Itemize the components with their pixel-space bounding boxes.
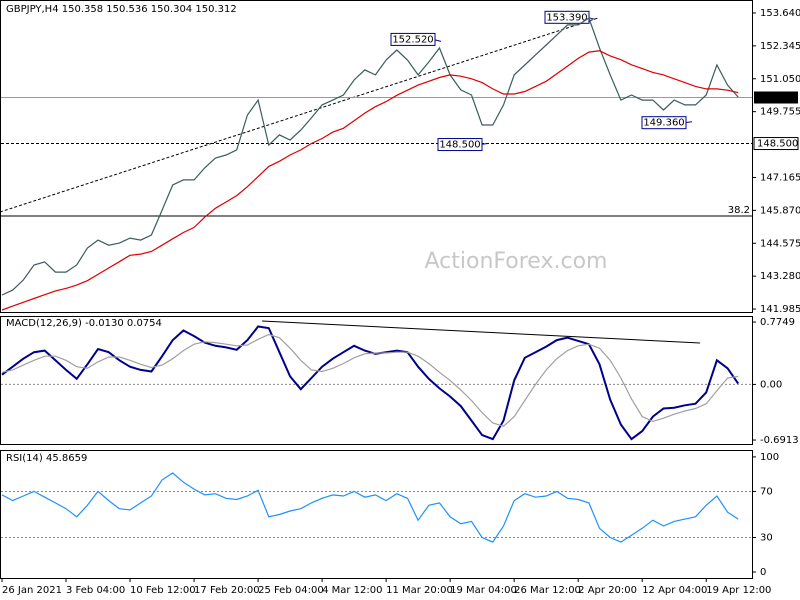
x-tick-label: 19 Apr 12:00 <box>706 585 771 596</box>
series-line <box>1 50 739 311</box>
series-line <box>1 325 740 441</box>
y-tick-label: 141.985 <box>760 304 800 315</box>
y-tick-label: 70 <box>760 486 773 497</box>
level-box <box>753 137 799 151</box>
x-tick-label: 17 Feb 20:00 <box>194 585 260 596</box>
x-tick-label: 3 Feb 04:00 <box>66 585 125 596</box>
x-tick-label: 4 Mar 12:00 <box>322 585 382 596</box>
x-tick-label: 26 Jan 2021 <box>2 585 62 596</box>
y-tick-label: 0.7749 <box>760 317 795 328</box>
fib-label: 38.2 <box>728 205 750 216</box>
y-tick-label: 30 <box>760 532 773 543</box>
level-label: 148.500 <box>757 139 798 150</box>
annotation-box <box>641 116 687 130</box>
series-line <box>1 17 739 296</box>
macd-title: MACD(12,26,9) -0.0130 0.0754 <box>6 318 162 329</box>
x-tick-label: 11 Mar 20:00 <box>386 585 453 596</box>
y-tick-label: 144.575 <box>760 238 800 249</box>
annotation-box <box>437 138 483 152</box>
x-tick-label: 12 Apr 04:00 <box>642 585 707 596</box>
annotation-label: 149.360 <box>643 118 684 129</box>
y-tick-label: 149.755 <box>760 107 800 118</box>
y-tick-label: 145.870 <box>760 205 800 216</box>
annotation-box <box>390 32 436 46</box>
y-tick-label: 147.165 <box>760 172 800 183</box>
rsi-title: RSI(14) 45.8659 <box>6 453 87 464</box>
x-tick-label: 19 Mar 04:00 <box>450 585 517 596</box>
y-tick-label: 143.280 <box>760 271 800 282</box>
annotation-label: 148.500 <box>439 140 480 151</box>
chart-title: GBPJPY,H4 150.358 150.536 150.304 150.31… <box>6 4 237 15</box>
x-tick-label: 25 Feb 04:00 <box>258 585 324 596</box>
series-line <box>1 472 739 543</box>
y-tick-label: 153.640 <box>760 8 800 19</box>
x-tick-label: 26 Mar 12:00 <box>514 585 581 596</box>
level-label: 150.312 <box>757 93 798 104</box>
series-line <box>1 333 739 427</box>
y-tick-label: 0 <box>760 567 766 578</box>
x-tick-label: 2 Apr 20:00 <box>578 585 637 596</box>
x-tick-label: 10 Feb 12:00 <box>130 585 196 596</box>
macd-trendline <box>261 320 701 344</box>
annotation-label: 152.520 <box>392 34 433 45</box>
macd-panel <box>0 316 753 445</box>
watermark: ActionForex.com <box>425 249 608 274</box>
y-tick-label: 151.050 <box>760 74 800 85</box>
annotation-label: 153.390 <box>546 12 587 23</box>
rsi-panel <box>0 450 753 579</box>
y-tick-label: 100 <box>760 452 779 463</box>
y-tick-label: 152.345 <box>760 41 800 52</box>
level-box <box>754 91 798 104</box>
y-tick-label: -0.6913 <box>760 435 799 446</box>
price-panel <box>0 0 753 313</box>
y-tick-label: 0.00 <box>760 379 782 390</box>
